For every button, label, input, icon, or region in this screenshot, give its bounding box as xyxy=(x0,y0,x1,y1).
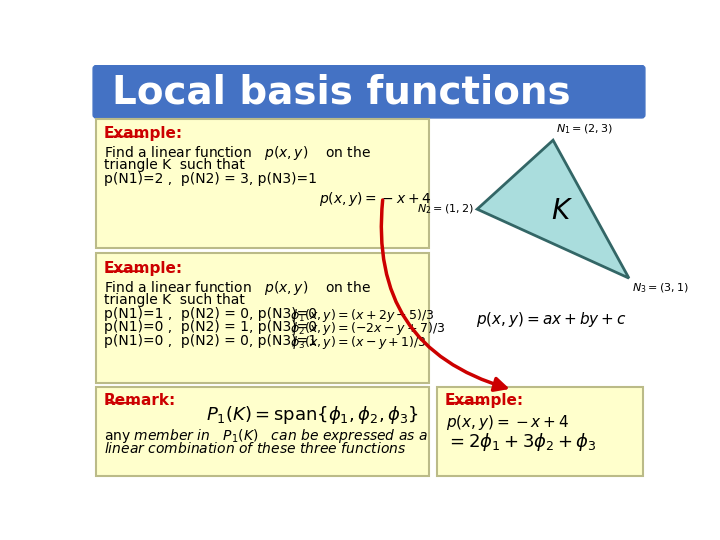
Text: triangle K  such that: triangle K such that xyxy=(104,158,245,172)
FancyBboxPatch shape xyxy=(93,65,645,118)
Text: p(N1)=0 ,  p(N2) = 1, p(N3)=0: p(N1)=0 , p(N2) = 1, p(N3)=0 xyxy=(104,320,317,334)
Text: Example:: Example: xyxy=(104,261,183,276)
Text: $p(x, y) = -x+4$: $p(x, y) = -x+4$ xyxy=(446,413,570,432)
Polygon shape xyxy=(477,140,629,278)
Text: Remark:: Remark: xyxy=(104,393,176,408)
Text: $\phi_2(x,y) = (-2x-y+7)/3$: $\phi_2(x,y) = (-2x-y+7)/3$ xyxy=(290,320,445,338)
Text: $= 2\phi_1 + 3\phi_2 + \phi_3$: $= 2\phi_1 + 3\phi_2 + \phi_3$ xyxy=(446,431,598,453)
Text: p(N1)=1 ,  p(N2) = 0, p(N3)=0: p(N1)=1 , p(N2) = 0, p(N3)=0 xyxy=(104,307,317,321)
Text: p(N1)=2 ,  p(N2) = 3, p(N3)=1: p(N1)=2 , p(N2) = 3, p(N3)=1 xyxy=(104,172,317,186)
Text: $N_2 = (1,2)$: $N_2 = (1,2)$ xyxy=(417,202,474,216)
Text: Find a linear function   $p(x,y)$    on the: Find a linear function $p(x,y)$ on the xyxy=(104,144,371,162)
Text: $p(x, y) = ax + by + c$: $p(x, y) = ax + by + c$ xyxy=(476,309,626,329)
Text: Example:: Example: xyxy=(104,126,183,141)
Text: $P_1(K) = \mathrm{span}\{\phi_1, \phi_2, \phi_3\}$: $P_1(K) = \mathrm{span}\{\phi_1, \phi_2,… xyxy=(206,403,419,426)
Text: Local basis functions: Local basis functions xyxy=(112,73,570,112)
Text: any $\mathit{member}$ $\mathit{in}$   $P_1(K)$   $\mathit{can\ be\ expressed\ as: any $\mathit{member}$ $\mathit{in}$ $P_1… xyxy=(104,427,428,445)
Text: p(N1)=0 ,  p(N2) = 0, p(N3)=1: p(N1)=0 , p(N2) = 0, p(N3)=1 xyxy=(104,334,317,348)
Text: Find a linear function   $p(x,y)$    on the: Find a linear function $p(x,y)$ on the xyxy=(104,279,371,297)
Text: $\phi_1(x,y) = (x+2y-5)/3$: $\phi_1(x,y) = (x+2y-5)/3$ xyxy=(290,307,435,323)
FancyBboxPatch shape xyxy=(96,119,429,248)
Text: $p(x,y) = -x+4$: $p(x,y) = -x+4$ xyxy=(319,190,431,207)
Text: triangle K  such that: triangle K such that xyxy=(104,293,245,307)
Text: $N_1 = (2,3)$: $N_1 = (2,3)$ xyxy=(556,122,613,136)
FancyBboxPatch shape xyxy=(96,253,429,383)
Text: $\phi_3(x,y) = (x-y+1)/3$: $\phi_3(x,y) = (x-y+1)/3$ xyxy=(290,334,427,352)
Text: $\mathit{linear\ combination\ of\ these\ three\ functions}$: $\mathit{linear\ combination\ of\ these\… xyxy=(104,441,406,456)
FancyBboxPatch shape xyxy=(437,387,644,476)
FancyBboxPatch shape xyxy=(96,387,429,476)
Text: Example:: Example: xyxy=(445,393,524,408)
Text: $K$: $K$ xyxy=(552,197,573,225)
Text: $N_3 = (3,1)$: $N_3 = (3,1)$ xyxy=(632,281,689,295)
